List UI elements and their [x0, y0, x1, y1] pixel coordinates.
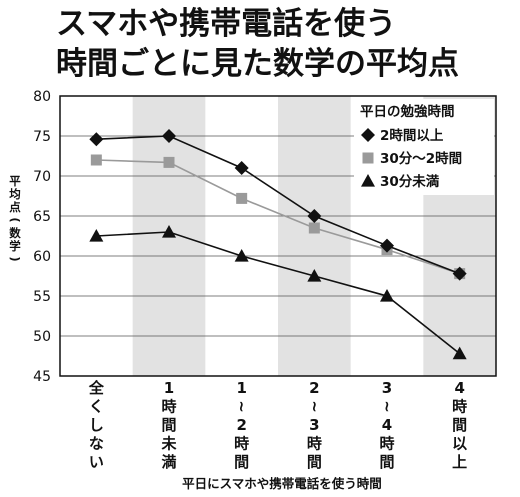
x-tick-char: く [89, 398, 104, 416]
data-point [234, 161, 249, 175]
x-tick-char: ~ [378, 400, 396, 413]
x-axis-label: 平日にスマホや携帯電話を使う時間 [182, 476, 382, 491]
legend-box [354, 99, 494, 195]
data-point [234, 249, 249, 262]
x-tick-char: 満 [161, 453, 176, 471]
series-2 [89, 225, 467, 360]
y-label-char: ) [8, 256, 22, 261]
y-tick-label: 75 [33, 129, 51, 145]
y-tick-label: 60 [33, 249, 51, 265]
legend-entry-2: 30分未満 [380, 173, 440, 190]
x-tick-char: 上 [452, 453, 467, 471]
x-tick-char: 間 [234, 453, 249, 471]
x-tick-char: 以 [452, 435, 467, 453]
chart-title-line-1: スマホや携帯電話を使う [56, 6, 397, 42]
x-tick-label-2: 1 ~2時間 [233, 379, 251, 471]
legend-marker-2 [361, 174, 375, 187]
y-axis-label: 平均点 ( 数学) [8, 174, 22, 262]
data-point [452, 346, 467, 360]
data-point [452, 266, 467, 281]
y-label-char: 均 [9, 187, 21, 201]
y-label-char: ( [8, 217, 22, 222]
data-point [163, 156, 175, 168]
x-tick-char: 全 [88, 379, 105, 397]
x-tick-char: ~ [233, 400, 251, 413]
data-point [162, 129, 176, 143]
x-tick-char: ~ [305, 400, 323, 413]
y-tick-label: 65 [33, 209, 51, 225]
y-tick-label: 50 [33, 329, 51, 345]
legend-entry-0: 2時間以上 [380, 127, 444, 144]
x-tick-char: 時 [379, 435, 394, 453]
y-label-char: 点 [9, 200, 21, 214]
y-tick-label: 45 [33, 369, 51, 385]
x-tick-char: 間 [379, 453, 394, 471]
y-label-char: 数 [9, 226, 21, 240]
x-tick-char: 時 [452, 398, 467, 416]
x-tick-char: 時 [161, 398, 176, 416]
chart-title: スマホや携帯電話を使う 時間ごとに見た数学の平均点 [56, 4, 516, 84]
data-point [236, 192, 248, 204]
x-tick-char: 時 [234, 435, 249, 453]
x-tick-char: 1 [164, 379, 174, 397]
legend-entry-1: 30分～2時間 [380, 150, 462, 167]
x-tick-char: し [89, 416, 104, 434]
x-tick-char: 1 [236, 379, 246, 397]
legend-marker-1 [362, 152, 374, 164]
x-tick-char: 3 [309, 416, 319, 434]
x-tick-char: 3 [382, 379, 392, 397]
series-line-0 [96, 135, 460, 275]
data-point [89, 229, 104, 242]
legend-title: 平日の勉強時間 [360, 103, 455, 120]
x-tick-label-4: 3 ~4時間 [378, 379, 396, 471]
y-tick-label: 55 [33, 289, 51, 305]
data-point [307, 269, 322, 282]
data-point [89, 132, 104, 147]
plot-frame [59, 95, 497, 377]
x-tick-char: 4 [382, 416, 392, 434]
y-label-char: 学 [9, 239, 21, 253]
data-point [162, 225, 176, 238]
x-tick-char: 間 [307, 453, 322, 471]
data-point [308, 222, 320, 234]
x-tick-char: 2 [236, 416, 246, 434]
x-tick-char: 時 [307, 435, 322, 453]
data-point [90, 154, 102, 166]
x-tick-char: 2 [309, 379, 319, 397]
series-line-1 [96, 159, 460, 275]
x-tick-char: 未 [160, 435, 177, 453]
x-tick-char: 間 [161, 416, 176, 434]
x-tick-char: な [89, 435, 104, 453]
x-tick-char: 4 [454, 379, 464, 397]
y-tick-label: 70 [33, 169, 51, 185]
y-tick-label: 80 [33, 89, 51, 105]
data-point [307, 209, 322, 223]
data-point [380, 238, 394, 253]
data-point [380, 289, 394, 302]
gridlines [60, 135, 496, 337]
y-label-char: 平 [9, 174, 21, 188]
x-tick-label-3: 2 ~3時間 [305, 379, 323, 471]
chart-title-line-2: 時間ごとに見た数学の平均点 [56, 46, 459, 82]
legend-marker-0 [361, 128, 375, 142]
series-line-2 [96, 231, 461, 355]
x-tick-char: い [89, 453, 104, 471]
legend: 平日の勉強時間 2時間以上 30分～2時間 30分未満 [354, 99, 494, 195]
y-axis-ticks: 45 50 55 60 65 70 75 80 [33, 89, 51, 385]
series-layer [89, 129, 467, 360]
series-0 [89, 129, 467, 281]
x-tick-char: 間 [452, 416, 467, 434]
